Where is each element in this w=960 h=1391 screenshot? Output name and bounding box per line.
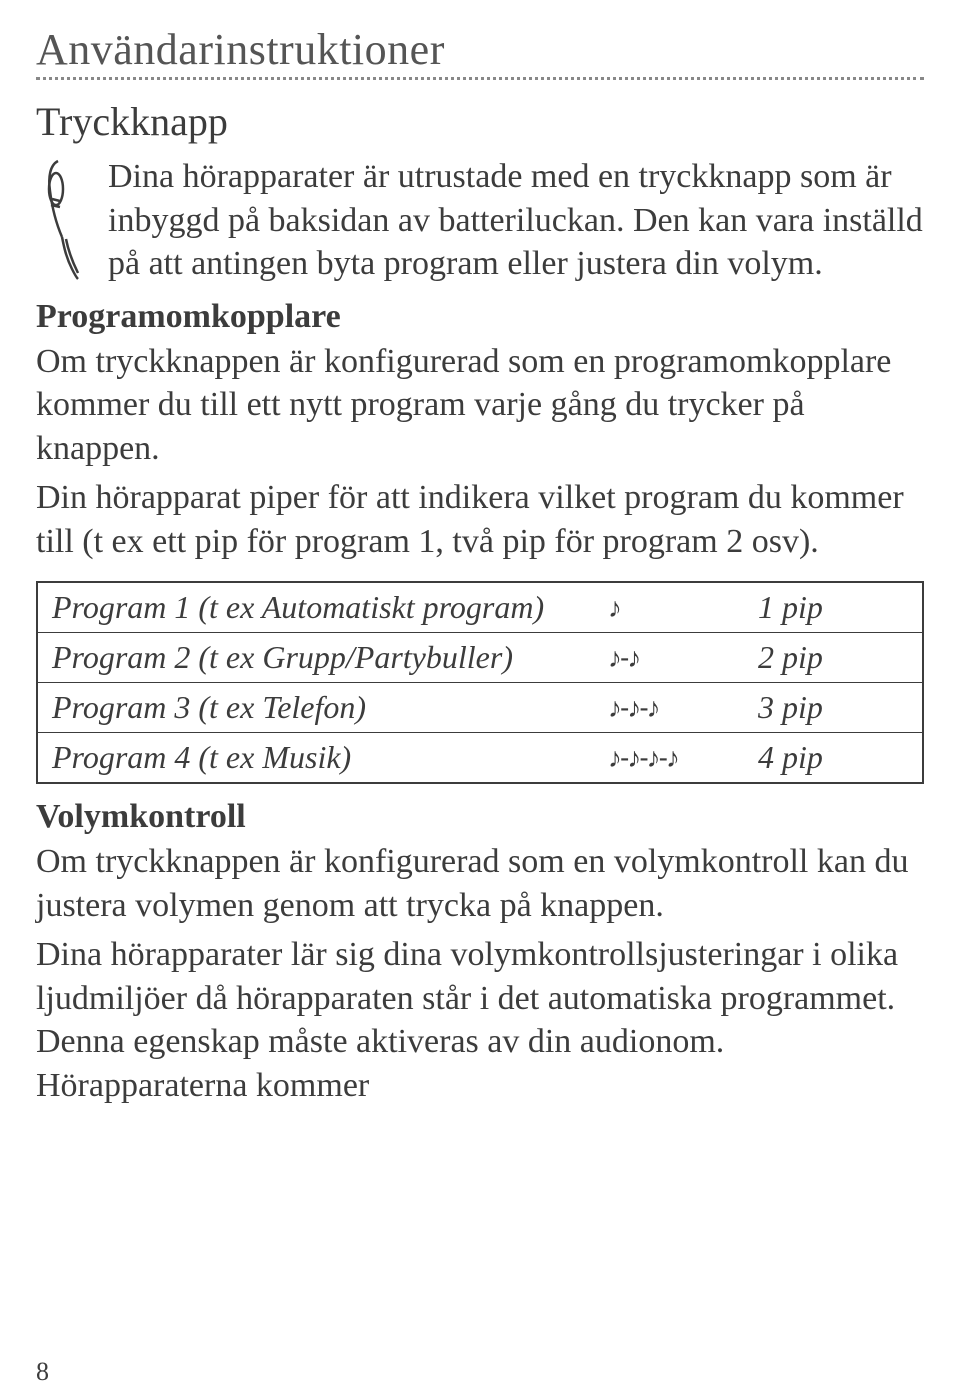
table-row: Program 3 (t ex Telefon) ♪-♪-♪ 3 pip — [38, 683, 922, 733]
hearing-aid-icon — [36, 155, 94, 283]
volymkontroll-heading: Volymkontroll — [36, 798, 924, 836]
program-label: Program 1 (t ex Automatiskt program) — [52, 589, 608, 626]
table-row: Program 1 (t ex Automatiskt program) ♪ 1… — [38, 583, 922, 633]
pip-label: 1 pip — [758, 589, 908, 626]
note-icon: ♪-♪ — [608, 642, 758, 674]
note-icon: ♪-♪-♪-♪ — [608, 742, 758, 774]
table-row: Program 4 (t ex Musik) ♪-♪-♪-♪ 4 pip — [38, 733, 922, 782]
volymkontroll-p2: Dina hörapparater lär sig dina volymkont… — [36, 933, 924, 1107]
note-icon: ♪-♪-♪ — [608, 692, 758, 724]
tryckknapp-heading: Tryckknapp — [36, 98, 924, 145]
pip-label: 2 pip — [758, 639, 908, 676]
programomkopplare-heading: Programomkopplare — [36, 298, 924, 336]
programomkopplare-p1: Om tryckknappen är konfigurerad som en p… — [36, 340, 924, 471]
pip-label: 3 pip — [758, 689, 908, 726]
page-title: Användarinstruktioner — [36, 24, 924, 75]
program-label: Program 3 (t ex Telefon) — [52, 689, 608, 726]
program-label: Program 2 (t ex Grupp/Partybuller) — [52, 639, 608, 676]
tryckknapp-intro-block: Dina hörapparater är utrustade med en tr… — [36, 155, 924, 286]
page-number: 8 — [36, 1357, 49, 1387]
pip-label: 4 pip — [758, 739, 908, 776]
program-table: Program 1 (t ex Automatiskt program) ♪ 1… — [36, 581, 924, 784]
dotted-divider — [36, 77, 924, 80]
program-label: Program 4 (t ex Musik) — [52, 739, 608, 776]
table-row: Program 2 (t ex Grupp/Partybuller) ♪-♪ 2… — [38, 633, 922, 683]
tryckknapp-intro-text: Dina hörapparater är utrustade med en tr… — [108, 155, 924, 286]
programomkopplare-p2: Din hörapparat piper för att indikera vi… — [36, 476, 924, 563]
note-icon: ♪ — [608, 592, 758, 624]
volymkontroll-p1: Om tryckknappen är konfigurerad som en v… — [36, 840, 924, 927]
